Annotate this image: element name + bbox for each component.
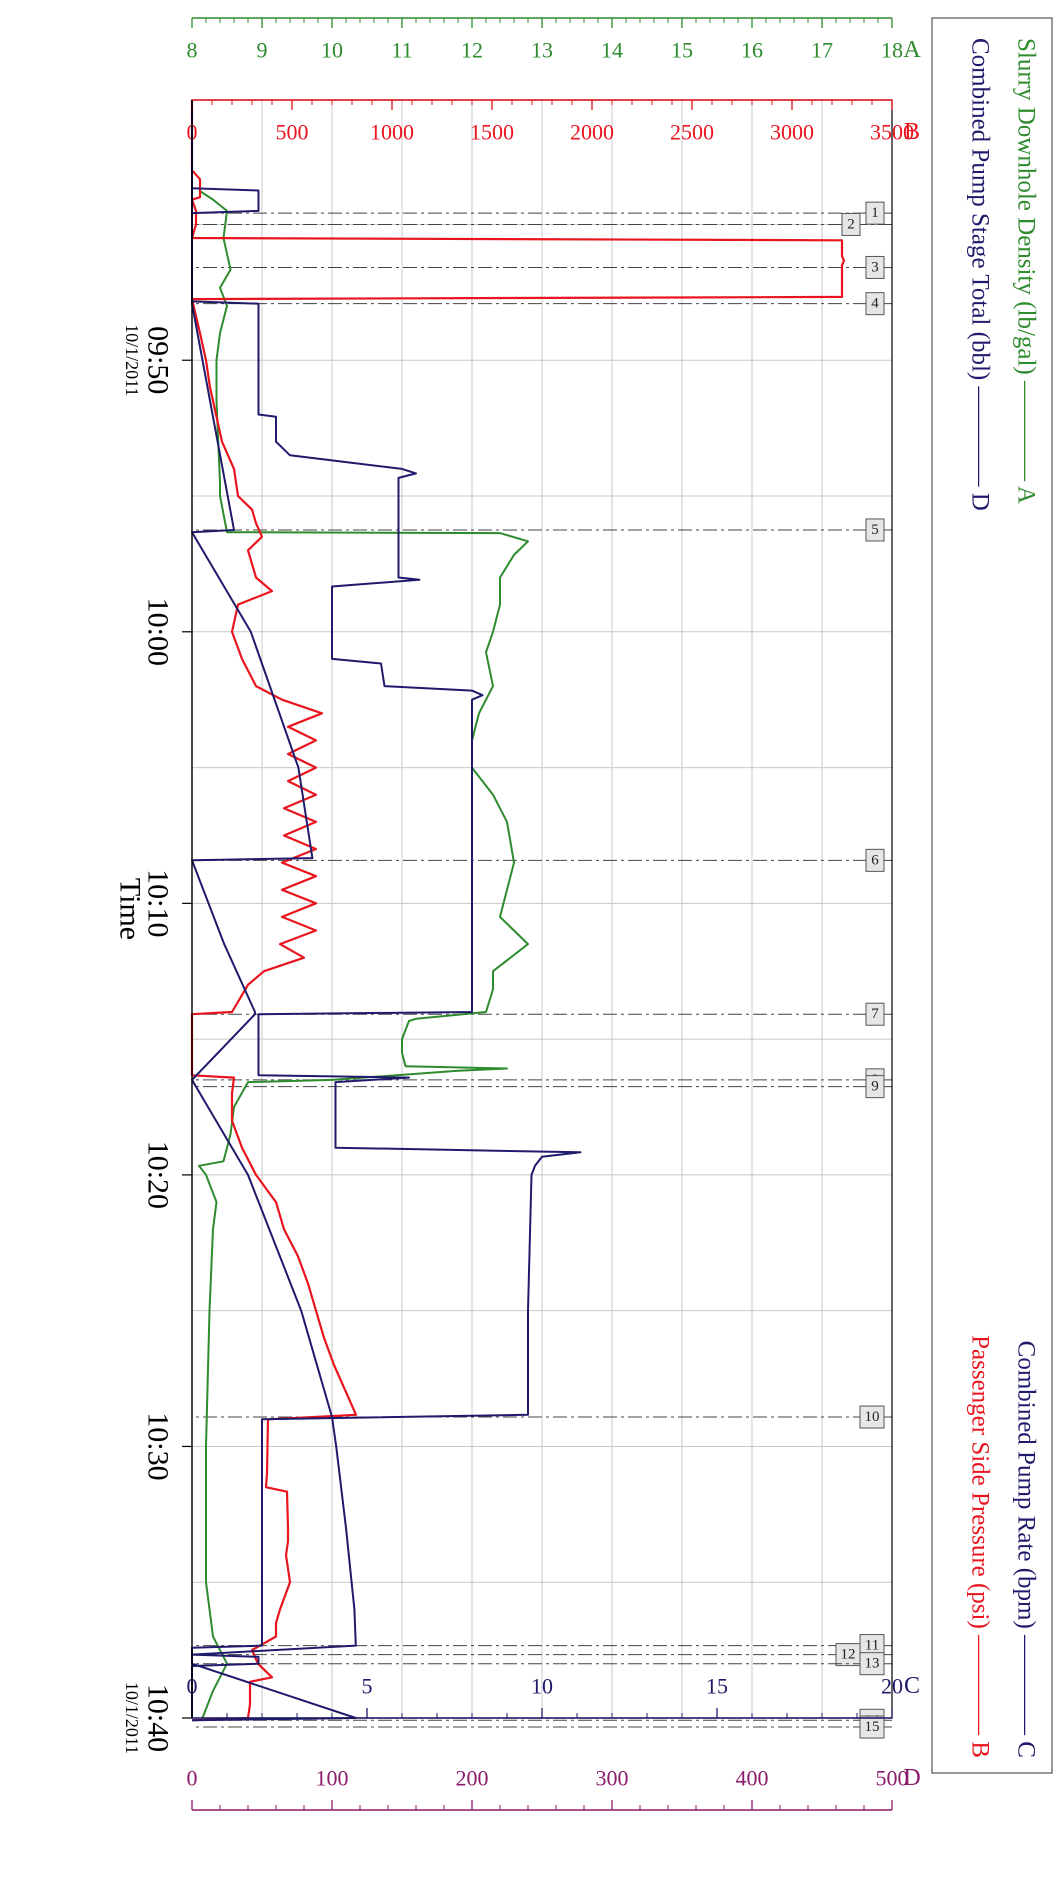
axis-tick-label: 16 bbox=[741, 38, 763, 63]
event-marker-box bbox=[859, 1715, 885, 1739]
axis-tick-label: 10 bbox=[531, 1674, 553, 1699]
axis-tick-label: 1500 bbox=[470, 120, 514, 145]
axis-id-label: A bbox=[903, 37, 921, 63]
axis-tick-label: 2000 bbox=[570, 120, 614, 145]
x-axis: 09:5010/1/201110:0010:1010:2010:3010:401… bbox=[114, 100, 193, 1754]
x-axis-tick-label: 09:50 bbox=[142, 326, 175, 394]
axis-id-label: D bbox=[903, 1765, 920, 1791]
event-marker-label: 10 bbox=[865, 1409, 880, 1425]
axis-tick-label: 17 bbox=[811, 38, 833, 63]
axis-tick-label: 2500 bbox=[670, 120, 714, 145]
axis-tick-label: 500 bbox=[276, 120, 309, 145]
axis-tick-label: 3000 bbox=[770, 120, 814, 145]
event-marker-box bbox=[865, 518, 885, 542]
axis-tick-label: 400 bbox=[736, 1766, 769, 1791]
x-axis-tick-label: 10:40 bbox=[142, 1684, 175, 1752]
event-marker-label: 6 bbox=[871, 852, 879, 868]
event-marker-label: 13 bbox=[865, 1656, 880, 1672]
axis-tick-label: 100 bbox=[316, 1766, 349, 1791]
event-marker-label: 4 bbox=[871, 296, 879, 312]
x-axis-date-label: 10/1/2011 bbox=[122, 1682, 142, 1754]
x-axis-date-label: 10/1/2011 bbox=[122, 324, 142, 396]
axis-tick-label: 20 bbox=[881, 1674, 903, 1699]
x-axis-tick-label: 10:00 bbox=[142, 598, 175, 666]
event-marker-box bbox=[859, 1405, 885, 1429]
legend-entry: Passenger Side Pressure (psi) ———— B bbox=[967, 1335, 994, 1758]
event-marker-label: 15 bbox=[865, 1719, 880, 1735]
series-line bbox=[198, 189, 529, 1719]
event-marker-box bbox=[865, 848, 885, 872]
axis-tick-label: 15 bbox=[706, 1674, 728, 1699]
event-marker-box bbox=[865, 255, 885, 279]
event-marker-box bbox=[865, 1075, 885, 1099]
event-marker-label: 1 bbox=[871, 205, 879, 221]
event-marker-label: 3 bbox=[871, 259, 879, 275]
series-line bbox=[191, 100, 357, 1722]
axis-tick-label: 5 bbox=[362, 1674, 373, 1699]
axis-tick-label: 12 bbox=[461, 38, 483, 63]
axis-tick-label: 15 bbox=[671, 38, 693, 63]
legend: Slurry Downhole Density (lb/gal) ———— A C… bbox=[931, 17, 1053, 1774]
legend-entry: Slurry Downhole Density (lb/gal) ———— A bbox=[1013, 38, 1040, 504]
axis-tick-label: 10 bbox=[321, 38, 343, 63]
event-marker-box bbox=[865, 292, 885, 316]
axis-tick-label: 200 bbox=[456, 1766, 489, 1791]
x-axis-tick-label: 10:10 bbox=[142, 869, 175, 937]
axis-tick-label: 300 bbox=[596, 1766, 629, 1791]
axis-tick-label: 18 bbox=[881, 38, 903, 63]
axis-tick-label: 9 bbox=[257, 38, 268, 63]
legend-entry: Combined Pump Rate (bpm) ———— C bbox=[1013, 1341, 1040, 1758]
axis-tick-label: 14 bbox=[601, 38, 623, 63]
axis-tick-label: 1000 bbox=[370, 120, 414, 145]
axis-tick-label: 11 bbox=[391, 38, 412, 63]
x-axis-title: Time bbox=[114, 878, 147, 940]
axis-tick-label: 3500 bbox=[870, 120, 914, 145]
axis-tick-label: 500 bbox=[876, 1766, 909, 1791]
event-marker-box bbox=[865, 1002, 885, 1026]
x-axis-tick-label: 10:20 bbox=[142, 1141, 175, 1209]
legend-box bbox=[931, 17, 1053, 1774]
event-marker-label: 11 bbox=[865, 1638, 879, 1654]
event-marker-box bbox=[859, 1652, 885, 1676]
event-marker-label: 2 bbox=[847, 216, 855, 232]
x-axis-tick-label: 10:30 bbox=[142, 1412, 175, 1480]
axis-id-label: C bbox=[904, 1673, 920, 1699]
axis-tick-label: 0 bbox=[187, 1766, 198, 1791]
series-line bbox=[191, 100, 582, 1718]
event-marker-label: 5 bbox=[871, 522, 879, 538]
legend-entry: Combined Pump Stage Total (bbl) ———— D bbox=[967, 38, 994, 511]
event-marker-box bbox=[865, 201, 885, 225]
series-line bbox=[190, 100, 846, 1722]
axis-id-label: B bbox=[904, 119, 920, 145]
event-marker-label: 7 bbox=[871, 1006, 879, 1022]
axes: 8 9 10 11 12 13 14 15 16 17 18 A0 500 1000 1500 2000 250… bbox=[187, 17, 921, 1811]
event-marker-label: 12 bbox=[841, 1647, 856, 1663]
axis-tick-label: 8 bbox=[187, 38, 198, 63]
series-lines bbox=[190, 100, 846, 1722]
axis-tick-label: 13 bbox=[531, 38, 553, 63]
event-marker-label: 9 bbox=[871, 1079, 879, 1095]
event-marker-box bbox=[841, 212, 861, 236]
